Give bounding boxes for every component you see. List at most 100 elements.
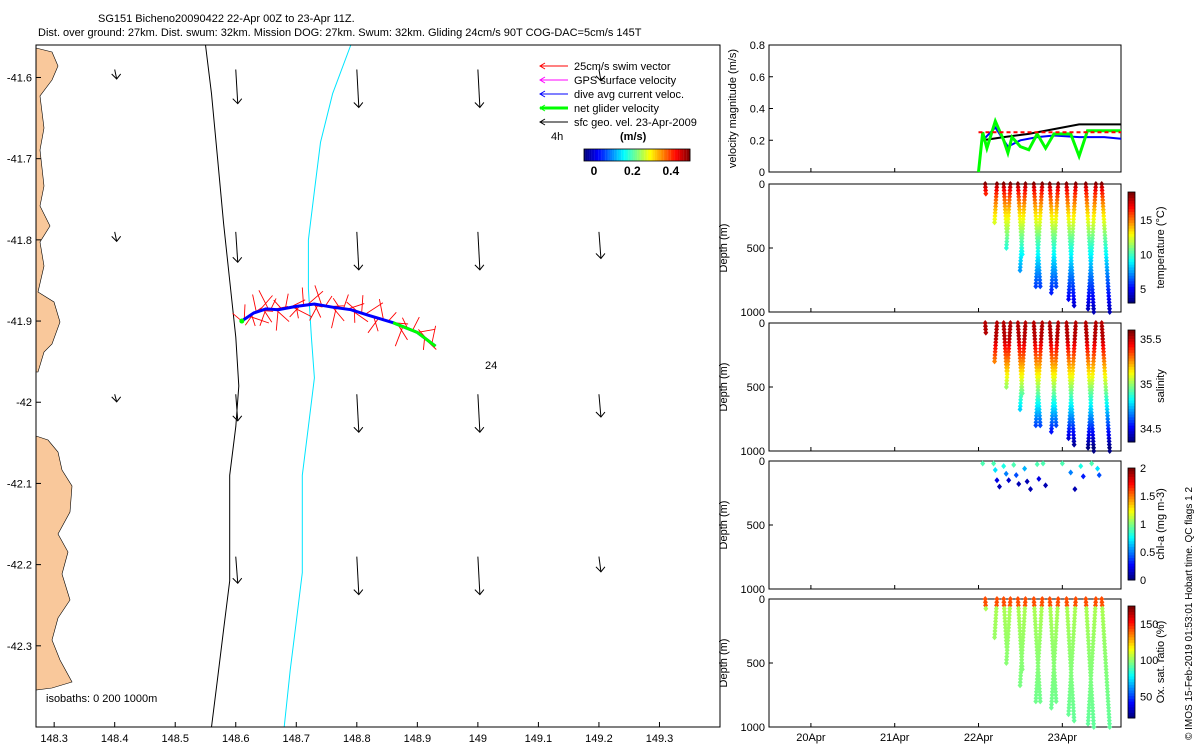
section-point bbox=[1037, 283, 1043, 290]
colorbar-segment bbox=[592, 149, 595, 161]
section-colorbar-segment bbox=[1128, 205, 1135, 210]
depth-tick-label: 500 bbox=[747, 520, 765, 532]
section-point bbox=[1037, 698, 1043, 705]
section-colorbar-segment bbox=[1128, 532, 1135, 536]
section-colorbar-segment bbox=[1128, 280, 1135, 285]
section-colorbar-segment bbox=[1128, 422, 1135, 426]
map-x-tick-label: 148.5 bbox=[161, 733, 189, 745]
section-point bbox=[994, 477, 1000, 484]
depth-axis-label: Depth (m) bbox=[718, 224, 730, 273]
swim-vector bbox=[284, 293, 289, 309]
section-point bbox=[996, 483, 1002, 490]
geo-velocity-arrowhead bbox=[232, 577, 243, 584]
section-colorbar-segment bbox=[1128, 566, 1135, 570]
geo-velocity-arrowhead bbox=[353, 589, 364, 596]
colorbar-segment bbox=[674, 149, 677, 161]
section-point bbox=[1078, 463, 1084, 470]
section-colorbar-segment bbox=[1128, 617, 1135, 621]
section-colorbar-segment bbox=[1128, 291, 1135, 296]
section-point bbox=[1107, 448, 1113, 454]
map-y-ticks: -41.6 -41.7 -41.8 -41.9 -42 -42.1 -42.2 -42.3 bbox=[7, 72, 41, 653]
section-colorbar-segment bbox=[1128, 687, 1135, 691]
velocity-y-tick-label: 0.6 bbox=[750, 72, 765, 84]
section-colorbar-segment bbox=[1128, 557, 1135, 561]
section-colorbar-segment bbox=[1128, 239, 1135, 243]
map-x-tick-label: 148.9 bbox=[404, 733, 432, 745]
section-point bbox=[1068, 469, 1074, 476]
depth-tick-label: 1000 bbox=[741, 307, 765, 319]
section-point bbox=[1001, 463, 1007, 470]
section-colorbar-segment bbox=[1128, 656, 1135, 660]
swim-vector bbox=[251, 314, 256, 327]
map-y-tick-label: -41.6 bbox=[7, 72, 32, 84]
section-colorbar-segment bbox=[1128, 258, 1135, 262]
section-colorbar-segment bbox=[1128, 510, 1135, 514]
section-colorbar-segment bbox=[1128, 501, 1135, 505]
section-point bbox=[1080, 473, 1086, 480]
swim-vector bbox=[295, 306, 299, 319]
geo-velocity-arrowhead bbox=[111, 236, 122, 243]
colorbar-segment bbox=[663, 149, 666, 161]
section-colorbar-tick-label: 1 bbox=[1140, 519, 1146, 531]
section-colorbar-segment bbox=[1128, 538, 1135, 542]
section-point bbox=[1053, 698, 1059, 705]
geo-velocity-arrow bbox=[356, 69, 360, 108]
geo-velocity-arrows bbox=[111, 69, 606, 596]
map-x-tick-label: 148.3 bbox=[40, 733, 68, 745]
section-colorbar-segment bbox=[1128, 698, 1135, 702]
section-point bbox=[1048, 428, 1054, 435]
depth-tick-label: 1000 bbox=[741, 584, 765, 596]
velocity-y-label: velocity magnitude (m/s) bbox=[727, 49, 739, 168]
section-point bbox=[992, 219, 998, 226]
section-colorbar-segment bbox=[1128, 278, 1135, 282]
colorbar-segment bbox=[622, 149, 625, 161]
section-colorbar-segment bbox=[1128, 498, 1135, 503]
swim-vector bbox=[332, 306, 345, 322]
section-colorbar-segment bbox=[1128, 219, 1135, 224]
section-colorbar-segment bbox=[1128, 546, 1135, 550]
colorbar-segment bbox=[660, 149, 663, 161]
section-colorbar-segment bbox=[1128, 690, 1135, 694]
legend-label: dive avg current veloc. bbox=[574, 89, 684, 101]
section-colorbar-tick-label: 15 bbox=[1140, 215, 1152, 227]
colorbar-segment bbox=[644, 149, 647, 161]
section-colorbar-segment bbox=[1128, 430, 1135, 435]
section-colorbar-segment bbox=[1128, 645, 1135, 649]
legend-label: net glider velocity bbox=[574, 103, 659, 115]
section-point bbox=[1085, 305, 1091, 312]
section-colorbar-segment bbox=[1128, 200, 1135, 204]
section-point bbox=[1022, 329, 1028, 336]
colorbar-segment bbox=[617, 149, 620, 161]
section-colorbar-segment bbox=[1128, 507, 1135, 511]
section-point bbox=[1017, 406, 1023, 413]
section-point bbox=[1021, 200, 1027, 207]
swim-vector bbox=[252, 294, 257, 313]
geo-velocity-arrow bbox=[235, 556, 239, 584]
velocity-panel: 0 0.2 0.4 0.6 0.8 velocity magnitude (m/s) bbox=[727, 40, 1122, 179]
map-x-tick-label: 148.6 bbox=[222, 733, 250, 745]
geo-velocity-arrow bbox=[235, 231, 239, 263]
section-colorbar-tick-label: 0 bbox=[1140, 575, 1146, 587]
section-colorbar-tick-label: 5 bbox=[1140, 284, 1146, 296]
section-colorbar-segment bbox=[1128, 701, 1135, 705]
section-colorbar-frame bbox=[1127, 191, 1136, 304]
section-colorbar-frame bbox=[1127, 329, 1136, 443]
colorbar-segment bbox=[635, 149, 638, 161]
map-x-tick-label: 148.4 bbox=[101, 733, 129, 745]
section-colorbar-segment bbox=[1128, 524, 1135, 528]
colorbar-segment bbox=[686, 149, 689, 161]
section-colorbar-segment bbox=[1128, 526, 1135, 531]
section-colorbar-segment bbox=[1128, 275, 1135, 279]
section-colorbar-segment bbox=[1128, 228, 1135, 232]
section-colorbar-segment bbox=[1128, 521, 1135, 525]
section-colorbar-segment bbox=[1128, 692, 1135, 697]
section-colorbar-segment bbox=[1128, 286, 1135, 290]
swim-vector bbox=[373, 316, 379, 332]
map-x-tick-label: 148.7 bbox=[283, 733, 311, 745]
coast-north bbox=[35, 47, 61, 373]
section-colorbar-segment bbox=[1128, 269, 1135, 273]
section-colorbar-segment bbox=[1128, 294, 1135, 298]
section-colorbar-segment bbox=[1128, 255, 1135, 260]
section-point bbox=[992, 466, 998, 473]
section-colorbar-segment bbox=[1128, 380, 1135, 384]
